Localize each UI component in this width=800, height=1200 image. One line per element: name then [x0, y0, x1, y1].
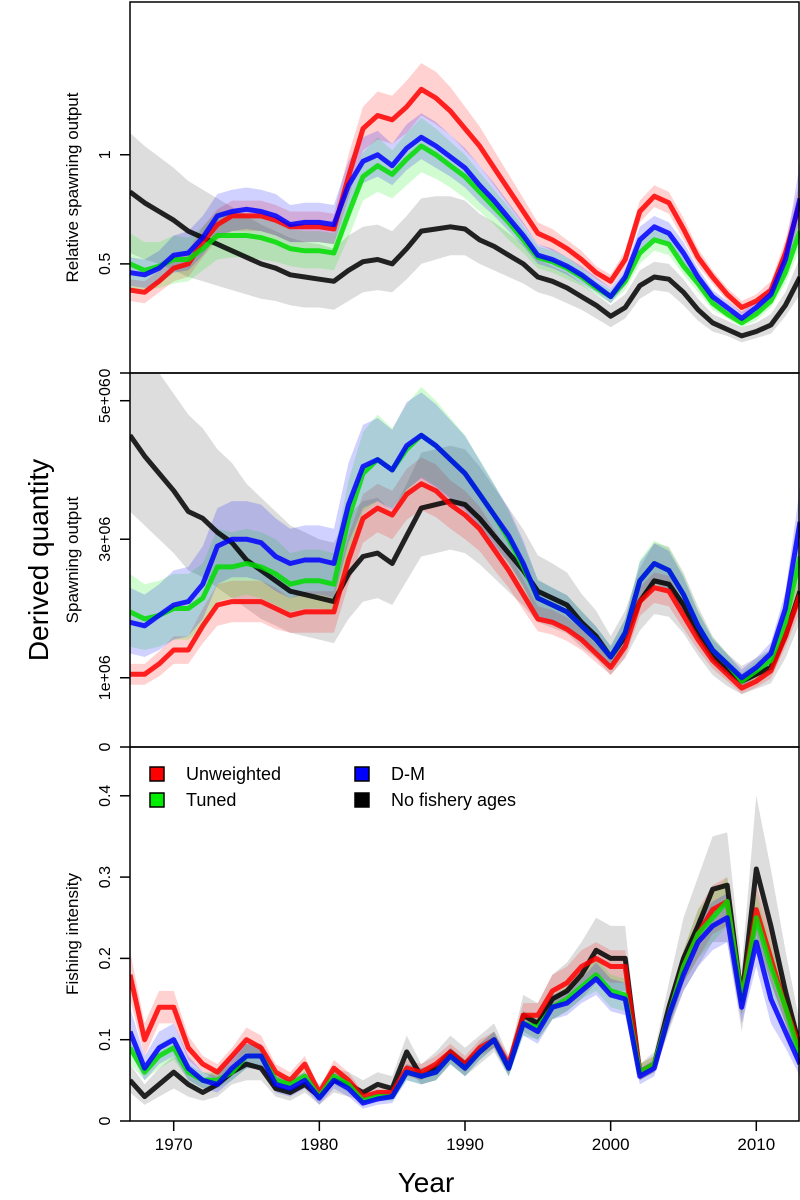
y-tick-label: 0.4 — [97, 785, 114, 807]
x-tick-label: 1980 — [300, 1135, 338, 1154]
y-axis-label: Fishing intensity — [63, 873, 82, 995]
legend-label: Unweighted — [186, 764, 281, 784]
legend-label: Tuned — [186, 790, 236, 810]
line-unweighted — [130, 86, 800, 310]
y-tick-label: 1e+06 — [97, 655, 114, 700]
line-d-m — [130, 915, 800, 1106]
line-tuned — [130, 143, 800, 326]
y-tick-label: 0.1 — [97, 1028, 114, 1050]
band-tuned — [130, 877, 800, 1105]
y-tick-label: 0.3 — [97, 866, 114, 888]
x-axis: 1970 1980 1990 2000 2010 — [155, 1121, 775, 1154]
legend-swatch — [149, 766, 165, 782]
legend-swatch — [149, 792, 165, 808]
line-d-m — [130, 134, 800, 321]
panel-bottom: 0 0.1 0.2 0.3 0.4 Fishing intensity — [63, 746, 800, 1125]
panel-top: 0 0.5 1 Relative spawning output — [63, 1, 800, 377]
y-tick-label: 0 — [97, 1116, 114, 1125]
line-no-fishery-ages — [130, 189, 800, 339]
legend: Unweighted Tuned D-M No fishery ages — [149, 764, 516, 810]
y-tick-label: 3e+06 — [97, 517, 114, 562]
band-unweighted — [130, 63, 800, 315]
legend-label: No fishery ages — [391, 790, 516, 810]
y-axis-label: Relative spawning output — [63, 92, 82, 282]
x-tick-label: 1990 — [446, 1135, 484, 1154]
panel-middle: 0 1e+06 3e+06 5e+06 Spawning output — [63, 372, 800, 751]
band-no-fishery-ages — [130, 132, 800, 343]
y-tick-label: 0.2 — [97, 947, 114, 969]
line-unweighted — [130, 481, 800, 691]
y-tick-label: 0 — [97, 742, 114, 751]
x-tick-label: 2000 — [592, 1135, 630, 1154]
y-tick-label: 5e+06 — [97, 378, 114, 423]
y-tick-label: 1 — [97, 150, 114, 159]
y-axis-main-label: Derived quantity — [23, 459, 54, 661]
band-unweighted — [130, 457, 800, 694]
y-tick-label: 0.5 — [97, 253, 114, 275]
y-axis-label: Spawning output — [63, 496, 82, 623]
band-tuned — [130, 117, 800, 328]
line-d-m — [130, 432, 800, 681]
x-tick-label: 2010 — [737, 1135, 775, 1154]
legend-swatch — [354, 792, 370, 808]
panels: 0 0.5 1 Relative spawning output 0 1e+06 3e+06… — [63, 1, 800, 1125]
x-tick-label: 1970 — [155, 1135, 193, 1154]
legend-label: D-M — [391, 764, 425, 784]
legend-swatch — [354, 766, 370, 782]
y-tick-label: 0 — [97, 368, 114, 377]
line-no-fishery-ages — [130, 433, 800, 684]
x-axis-main-label: Year — [398, 1167, 455, 1198]
